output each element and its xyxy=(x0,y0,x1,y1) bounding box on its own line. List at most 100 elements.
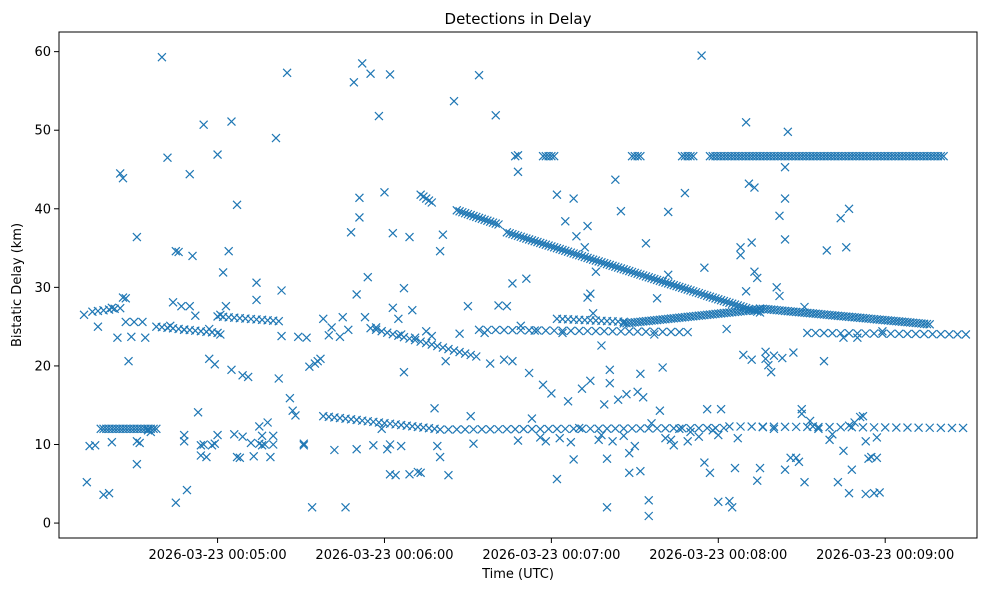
data-point xyxy=(772,282,782,292)
track-point xyxy=(452,205,462,215)
data-point xyxy=(763,360,773,370)
data-point xyxy=(207,440,217,450)
data-point xyxy=(396,441,406,451)
track-point xyxy=(463,209,473,219)
data-point xyxy=(713,497,723,507)
track-point xyxy=(791,422,801,432)
track-point xyxy=(724,298,734,308)
track-point xyxy=(541,326,551,335)
data-point xyxy=(613,395,623,405)
track-point xyxy=(836,422,846,432)
track-point xyxy=(661,423,670,433)
data-point xyxy=(761,347,771,357)
data-point xyxy=(516,321,526,331)
data-point xyxy=(738,350,748,360)
data-point xyxy=(413,467,423,477)
data-point xyxy=(569,455,579,464)
data-point xyxy=(185,301,195,311)
track-point xyxy=(635,424,645,433)
track-point xyxy=(705,292,715,302)
data-point xyxy=(421,326,431,336)
data-point xyxy=(530,326,540,335)
track-point xyxy=(919,329,929,339)
data-point xyxy=(788,348,798,357)
data-point xyxy=(535,433,545,442)
data-point xyxy=(204,324,214,334)
data-point xyxy=(758,422,768,432)
track-point xyxy=(914,423,924,433)
track-point xyxy=(488,218,498,228)
data-point xyxy=(352,444,362,454)
track-point xyxy=(452,425,462,434)
track-point xyxy=(577,424,587,434)
track-point xyxy=(869,422,879,432)
track-point xyxy=(583,253,592,263)
data-point xyxy=(229,429,239,439)
track-point xyxy=(510,230,520,240)
track-point xyxy=(460,349,470,358)
track-point xyxy=(574,250,584,260)
data-point xyxy=(724,496,734,506)
track-point xyxy=(635,151,645,161)
data-point xyxy=(666,435,676,445)
data-point xyxy=(410,333,420,343)
data-point xyxy=(699,263,709,273)
data-point xyxy=(797,409,807,419)
track-point xyxy=(780,422,790,432)
data-point xyxy=(349,77,359,87)
track-point xyxy=(669,280,679,290)
data-point xyxy=(769,424,779,434)
data-point xyxy=(513,150,523,160)
data-point xyxy=(777,353,787,363)
data-point xyxy=(610,175,620,185)
track-point xyxy=(894,329,904,339)
data-point xyxy=(872,453,882,463)
track-point xyxy=(535,238,545,248)
data-point xyxy=(227,365,236,375)
data-point xyxy=(825,435,834,445)
data-point xyxy=(594,435,604,445)
data-point xyxy=(126,332,136,342)
data-point xyxy=(368,440,378,450)
data-point xyxy=(736,242,745,252)
data-point xyxy=(747,355,757,365)
data-point xyxy=(608,436,618,446)
data-point xyxy=(605,378,615,388)
data-point xyxy=(341,502,350,512)
track-point xyxy=(755,304,765,314)
data-point xyxy=(585,289,595,299)
data-point xyxy=(190,311,200,321)
data-point xyxy=(441,356,451,366)
data-point xyxy=(263,418,273,427)
data-point xyxy=(814,424,823,434)
data-point xyxy=(877,326,887,336)
track-point xyxy=(213,328,222,338)
data-point xyxy=(129,317,139,327)
data-point xyxy=(104,488,114,498)
data-point xyxy=(199,440,209,449)
data-point xyxy=(260,440,270,449)
track-point xyxy=(608,261,618,271)
track-point xyxy=(510,424,520,434)
data-point xyxy=(841,242,851,252)
data-point xyxy=(750,267,759,277)
data-points xyxy=(79,51,971,521)
track-point xyxy=(449,346,459,355)
track-point xyxy=(585,254,595,264)
data-point xyxy=(780,162,790,172)
data-point xyxy=(747,238,757,247)
data-point xyxy=(366,69,375,79)
data-point xyxy=(93,322,103,332)
data-point xyxy=(780,194,790,203)
data-point xyxy=(827,429,837,439)
y-axis-ticks: 0 10 20 30 40 50 60 xyxy=(34,45,59,532)
data-point xyxy=(741,286,751,296)
track-point xyxy=(677,423,687,433)
track-point xyxy=(677,283,687,293)
data-point xyxy=(299,439,309,449)
data-point xyxy=(430,403,439,413)
track-point xyxy=(630,268,640,278)
data-point xyxy=(583,221,592,231)
data-point xyxy=(822,246,832,255)
data-point xyxy=(741,117,751,127)
